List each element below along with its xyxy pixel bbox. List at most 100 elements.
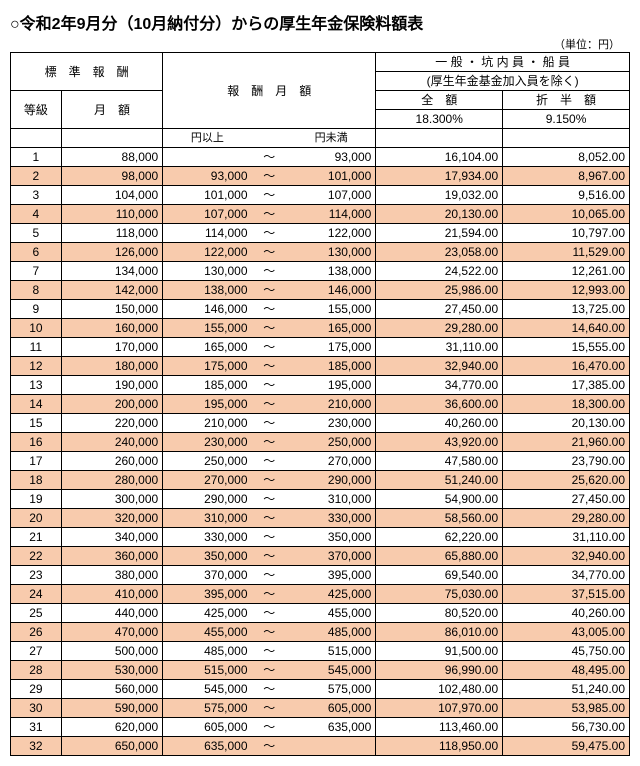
cell-half: 8,967.00 (503, 167, 630, 186)
subhead-blank4 (376, 129, 503, 148)
cell-full: 43,920.00 (376, 433, 503, 452)
table-row: 17260,000250,000～270,00047,580.0023,790.… (11, 452, 630, 471)
cell-full: 54,900.00 (376, 490, 503, 509)
table-body: 188,000～93,00016,104.008,052.00298,00093… (11, 148, 630, 756)
cell-full: 19,032.00 (376, 186, 503, 205)
cell-tilde: ～ (252, 300, 288, 319)
cell-half: 14,640.00 (503, 319, 630, 338)
cell-month: 380,000 (61, 566, 162, 585)
cell-month: 620,000 (61, 718, 162, 737)
table-row: 28530,000515,000～545,00096,990.0048,495.… (11, 661, 630, 680)
header-category: 一 般 ・ 坑 内 員 ・ 船 員 (376, 53, 630, 72)
cell-half: 48,495.00 (503, 661, 630, 680)
table-row: 14200,000195,000～210,00036,600.0018,300.… (11, 395, 630, 414)
cell-to: 370,000 (287, 547, 376, 566)
cell-from: 165,000 (163, 338, 252, 357)
cell-tilde: ～ (252, 414, 288, 433)
cell-tilde: ～ (252, 281, 288, 300)
cell-month: 300,000 (61, 490, 162, 509)
cell-half: 13,725.00 (503, 300, 630, 319)
cell-from: 101,000 (163, 186, 252, 205)
cell-from: 515,000 (163, 661, 252, 680)
cell-month: 180,000 (61, 357, 162, 376)
header-full: 全 額 (376, 91, 503, 110)
cell-to (287, 737, 376, 756)
cell-full: 16,104.00 (376, 148, 503, 167)
table-row: 27500,000485,000～515,00091,500.0045,750.… (11, 642, 630, 661)
cell-full: 51,240.00 (376, 471, 503, 490)
cell-month: 160,000 (61, 319, 162, 338)
cell-month: 340,000 (61, 528, 162, 547)
cell-from: 330,000 (163, 528, 252, 547)
cell-grade: 11 (11, 338, 62, 357)
cell-half: 29,280.00 (503, 509, 630, 528)
table-row: 8142,000138,000～146,00025,986.0012,993.0… (11, 281, 630, 300)
cell-month: 440,000 (61, 604, 162, 623)
cell-full: 58,560.00 (376, 509, 503, 528)
cell-from: 270,000 (163, 471, 252, 490)
cell-month: 260,000 (61, 452, 162, 471)
cell-full: 113,460.00 (376, 718, 503, 737)
cell-from: 395,000 (163, 585, 252, 604)
cell-from: 350,000 (163, 547, 252, 566)
table-row: 20320,000310,000～330,00058,560.0029,280.… (11, 509, 630, 528)
cell-from: 250,000 (163, 452, 252, 471)
cell-full: 25,986.00 (376, 281, 503, 300)
cell-tilde: ～ (252, 471, 288, 490)
cell-from: 605,000 (163, 718, 252, 737)
table-row: 31620,000605,000～635,000113,460.0056,730… (11, 718, 630, 737)
cell-half: 11,529.00 (503, 243, 630, 262)
table-row: 11170,000165,000～175,00031,110.0015,555.… (11, 338, 630, 357)
table-row: 5118,000114,000～122,00021,594.0010,797.0… (11, 224, 630, 243)
cell-half: 21,960.00 (503, 433, 630, 452)
cell-from: 146,000 (163, 300, 252, 319)
cell-month: 134,000 (61, 262, 162, 281)
cell-to: 515,000 (287, 642, 376, 661)
cell-to: 575,000 (287, 680, 376, 699)
cell-half: 10,065.00 (503, 205, 630, 224)
cell-to: 185,000 (287, 357, 376, 376)
cell-from: 575,000 (163, 699, 252, 718)
cell-tilde: ～ (252, 243, 288, 262)
cell-from: 107,000 (163, 205, 252, 224)
cell-half: 27,450.00 (503, 490, 630, 509)
cell-month: 150,000 (61, 300, 162, 319)
table-row: 12180,000175,000～185,00032,940.0016,470.… (11, 357, 630, 376)
cell-month: 88,000 (61, 148, 162, 167)
cell-from: 545,000 (163, 680, 252, 699)
cell-to: 350,000 (287, 528, 376, 547)
cell-from: 455,000 (163, 623, 252, 642)
cell-month: 530,000 (61, 661, 162, 680)
cell-full: 24,522.00 (376, 262, 503, 281)
cell-full: 40,260.00 (376, 414, 503, 433)
cell-month: 560,000 (61, 680, 162, 699)
cell-month: 240,000 (61, 433, 162, 452)
cell-full: 96,990.00 (376, 661, 503, 680)
cell-from: 114,000 (163, 224, 252, 243)
cell-grade: 31 (11, 718, 62, 737)
cell-grade: 18 (11, 471, 62, 490)
subhead-blank3 (252, 129, 288, 148)
header-half: 折 半 額 (503, 91, 630, 110)
cell-half: 25,620.00 (503, 471, 630, 490)
cell-from: 310,000 (163, 509, 252, 528)
cell-to: 114,000 (287, 205, 376, 224)
cell-to: 93,000 (287, 148, 376, 167)
cell-half: 12,261.00 (503, 262, 630, 281)
cell-tilde: ～ (252, 623, 288, 642)
table-row: 7134,000130,000～138,00024,522.0012,261.0… (11, 262, 630, 281)
cell-month: 280,000 (61, 471, 162, 490)
cell-to: 290,000 (287, 471, 376, 490)
cell-full: 102,480.00 (376, 680, 503, 699)
cell-from: 175,000 (163, 357, 252, 376)
cell-from: 485,000 (163, 642, 252, 661)
table-row: 13190,000185,000～195,00034,770.0017,385.… (11, 376, 630, 395)
cell-grade: 16 (11, 433, 62, 452)
cell-full: 86,010.00 (376, 623, 503, 642)
cell-month: 104,000 (61, 186, 162, 205)
cell-to: 165,000 (287, 319, 376, 338)
cell-month: 220,000 (61, 414, 162, 433)
cell-from: 195,000 (163, 395, 252, 414)
cell-tilde: ～ (252, 490, 288, 509)
cell-grade: 4 (11, 205, 62, 224)
